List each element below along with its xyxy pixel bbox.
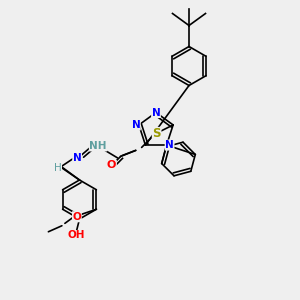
- Text: H: H: [54, 164, 61, 173]
- Text: OH: OH: [68, 230, 85, 241]
- Text: NH: NH: [89, 141, 107, 151]
- Text: S: S: [152, 128, 161, 140]
- Text: N: N: [152, 107, 160, 118]
- Text: O: O: [107, 160, 116, 170]
- Text: N: N: [131, 120, 140, 130]
- Text: O: O: [73, 212, 81, 222]
- Text: N: N: [73, 153, 82, 163]
- Text: N: N: [165, 140, 174, 150]
